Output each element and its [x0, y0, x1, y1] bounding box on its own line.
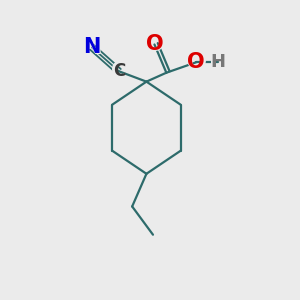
Text: C: C: [111, 61, 126, 81]
Text: O: O: [185, 50, 207, 74]
Text: O: O: [146, 34, 163, 55]
Text: H: H: [210, 53, 225, 71]
Text: N: N: [82, 35, 103, 59]
Text: N: N: [83, 38, 101, 58]
Text: O: O: [144, 32, 165, 56]
Text: H: H: [208, 52, 227, 72]
Text: C: C: [113, 62, 125, 80]
Text: O: O: [187, 52, 205, 72]
